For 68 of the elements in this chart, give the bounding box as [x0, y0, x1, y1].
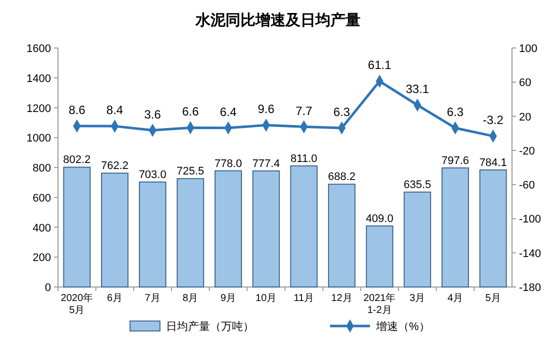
y2-tick-label: -20 [519, 145, 535, 158]
data-label: 8.4 [106, 103, 124, 118]
data-label: 802.2 [63, 154, 91, 166]
data-label: 6.3 [446, 104, 464, 119]
bar [101, 172, 128, 288]
bar [176, 178, 204, 288]
y-tick-label: 200 [32, 252, 51, 264]
bar [404, 192, 432, 288]
x-tick-label: 3月 [410, 293, 426, 304]
data-label: 725.5 [176, 166, 204, 178]
data-label: 7.7 [296, 104, 313, 118]
y-tick-label: 600 [32, 192, 51, 204]
bar [63, 166, 91, 288]
y-tick-label: 0 [44, 282, 51, 294]
bar [328, 184, 356, 288]
y2-tick-label: 20 [519, 111, 532, 124]
y-tick-label: 1400 [26, 72, 51, 85]
y2-tick-label: -60 [519, 180, 535, 192]
y-tick-label: 1600 [26, 43, 51, 55]
data-label: 777.4 [252, 158, 280, 170]
data-label: 635.5 [404, 179, 432, 192]
y-tick-label: 1200 [26, 102, 51, 115]
bar [442, 167, 469, 288]
y-tick-label: 800 [32, 162, 51, 174]
legend-label: 日均产量（万吨） [166, 320, 254, 333]
data-label: 61.1 [368, 58, 392, 72]
y2-tick-label: -140 [519, 248, 542, 260]
x-tick-label: 5月 [485, 293, 501, 304]
bar [214, 170, 242, 288]
chart-title: 水泥同比增速及日均产量 [194, 12, 360, 29]
bar [290, 165, 318, 288]
data-label: 33.1 [406, 82, 430, 96]
data-label: 797.6 [441, 154, 470, 167]
x-tick-label: 2020年 5月 [60, 292, 94, 316]
x-tick-label: 9月 [220, 293, 236, 304]
data-label: 811.0 [290, 152, 318, 165]
x-tick-label: 11月 [294, 293, 314, 304]
bar [138, 182, 166, 288]
data-label: 784.1 [479, 156, 507, 169]
data-label: 762.2 [100, 160, 129, 172]
data-label: 6.6 [182, 104, 200, 119]
x-tick-label: 4月 [447, 293, 464, 304]
y2-tick-label: 60 [519, 77, 532, 90]
x-tick-label: 10月 [256, 293, 277, 304]
data-label: 703.0 [138, 168, 166, 181]
x-tick-label: 8月 [182, 293, 198, 304]
y2-tick-label: -180 [519, 282, 542, 294]
x-tick-label: 6月 [106, 293, 123, 304]
y2-tick-label: -100 [519, 214, 542, 226]
data-label: 409.0 [366, 212, 394, 225]
y-tick-label: 1000 [26, 132, 51, 145]
bar [252, 170, 280, 288]
x-tick-label: 2021年 1-2月 [363, 292, 396, 316]
legend-label: 增速（%） [375, 320, 430, 333]
data-label: 688.2 [328, 171, 356, 184]
y-tick-label: 400 [32, 222, 51, 234]
bar [479, 169, 507, 288]
data-label: 3.6 [144, 107, 162, 122]
data-label: -3.2 [482, 113, 504, 128]
data-label: 8.6 [68, 103, 86, 118]
x-tick-label: 12月 [331, 293, 352, 304]
data-label: 6.4 [220, 104, 237, 119]
data-label: 6.3 [333, 104, 350, 119]
y2-tick-label: 100 [519, 43, 538, 55]
data-label: 9.6 [258, 102, 275, 116]
bar [366, 226, 394, 288]
data-label: 778.0 [214, 158, 242, 170]
x-tick-label: 7月 [144, 293, 160, 304]
